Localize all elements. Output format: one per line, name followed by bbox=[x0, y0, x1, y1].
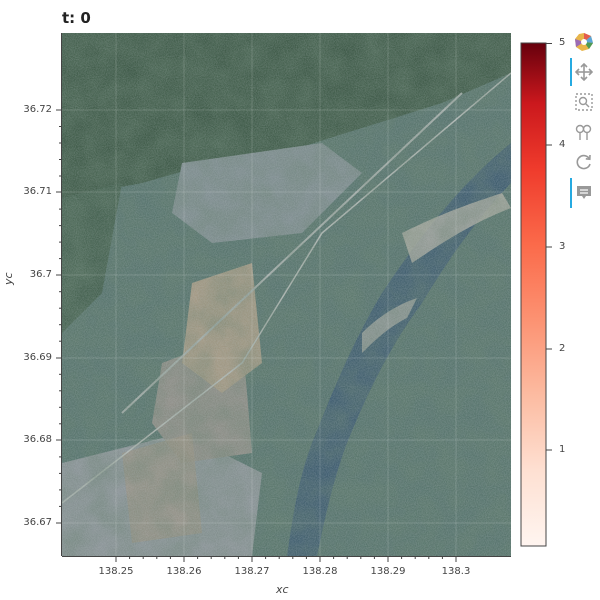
box-zoom-icon[interactable] bbox=[568, 90, 600, 114]
colorbar-tick-label: 2 bbox=[559, 343, 566, 354]
colorbar-tick-label: 1 bbox=[559, 444, 566, 455]
x-major-ticks bbox=[115, 556, 457, 562]
x-tick-label: 138.28 bbox=[302, 566, 338, 577]
reset-icon[interactable] bbox=[568, 150, 600, 174]
y-tick-label: 36.67 bbox=[23, 517, 52, 528]
colorbar-tick-label: 4 bbox=[559, 139, 566, 150]
x-tick-label: 138.3 bbox=[441, 566, 471, 577]
hover-icon[interactable] bbox=[568, 181, 600, 205]
minor-ticks bbox=[59, 126, 443, 559]
colorbar-tick-label: 5 bbox=[559, 37, 566, 48]
toolbar bbox=[568, 30, 600, 220]
y-axis-label: yc bbox=[2, 272, 15, 285]
satellite-image bbox=[61, 33, 512, 556]
y-tick-label: 36.69 bbox=[23, 352, 52, 363]
pan-active-indicator bbox=[570, 58, 572, 86]
x-tick-label: 138.25 bbox=[98, 566, 134, 577]
hover-active-indicator bbox=[570, 178, 572, 208]
y-major-ticks bbox=[56, 109, 62, 524]
colorbar bbox=[520, 42, 552, 547]
bokeh-logo-icon[interactable] bbox=[568, 30, 600, 54]
y-tick-label: 36.68 bbox=[23, 434, 52, 445]
satellite-image-plot[interactable] bbox=[61, 33, 512, 556]
y-tick-label: 36.7 bbox=[29, 269, 52, 280]
x-axis-label: xc bbox=[276, 583, 289, 596]
x-tick-label: 138.29 bbox=[370, 566, 406, 577]
y-tick-label: 36.71 bbox=[23, 186, 52, 197]
wheel-zoom-icon[interactable] bbox=[568, 120, 600, 144]
colorbar-tick-label: 3 bbox=[559, 241, 566, 252]
pan-icon[interactable] bbox=[568, 60, 600, 84]
x-tick-label: 138.26 bbox=[166, 566, 202, 577]
y-tick-label: 36.72 bbox=[23, 104, 52, 115]
x-tick-label: 138.27 bbox=[234, 566, 270, 577]
plot-title: t: 0 bbox=[62, 9, 91, 27]
